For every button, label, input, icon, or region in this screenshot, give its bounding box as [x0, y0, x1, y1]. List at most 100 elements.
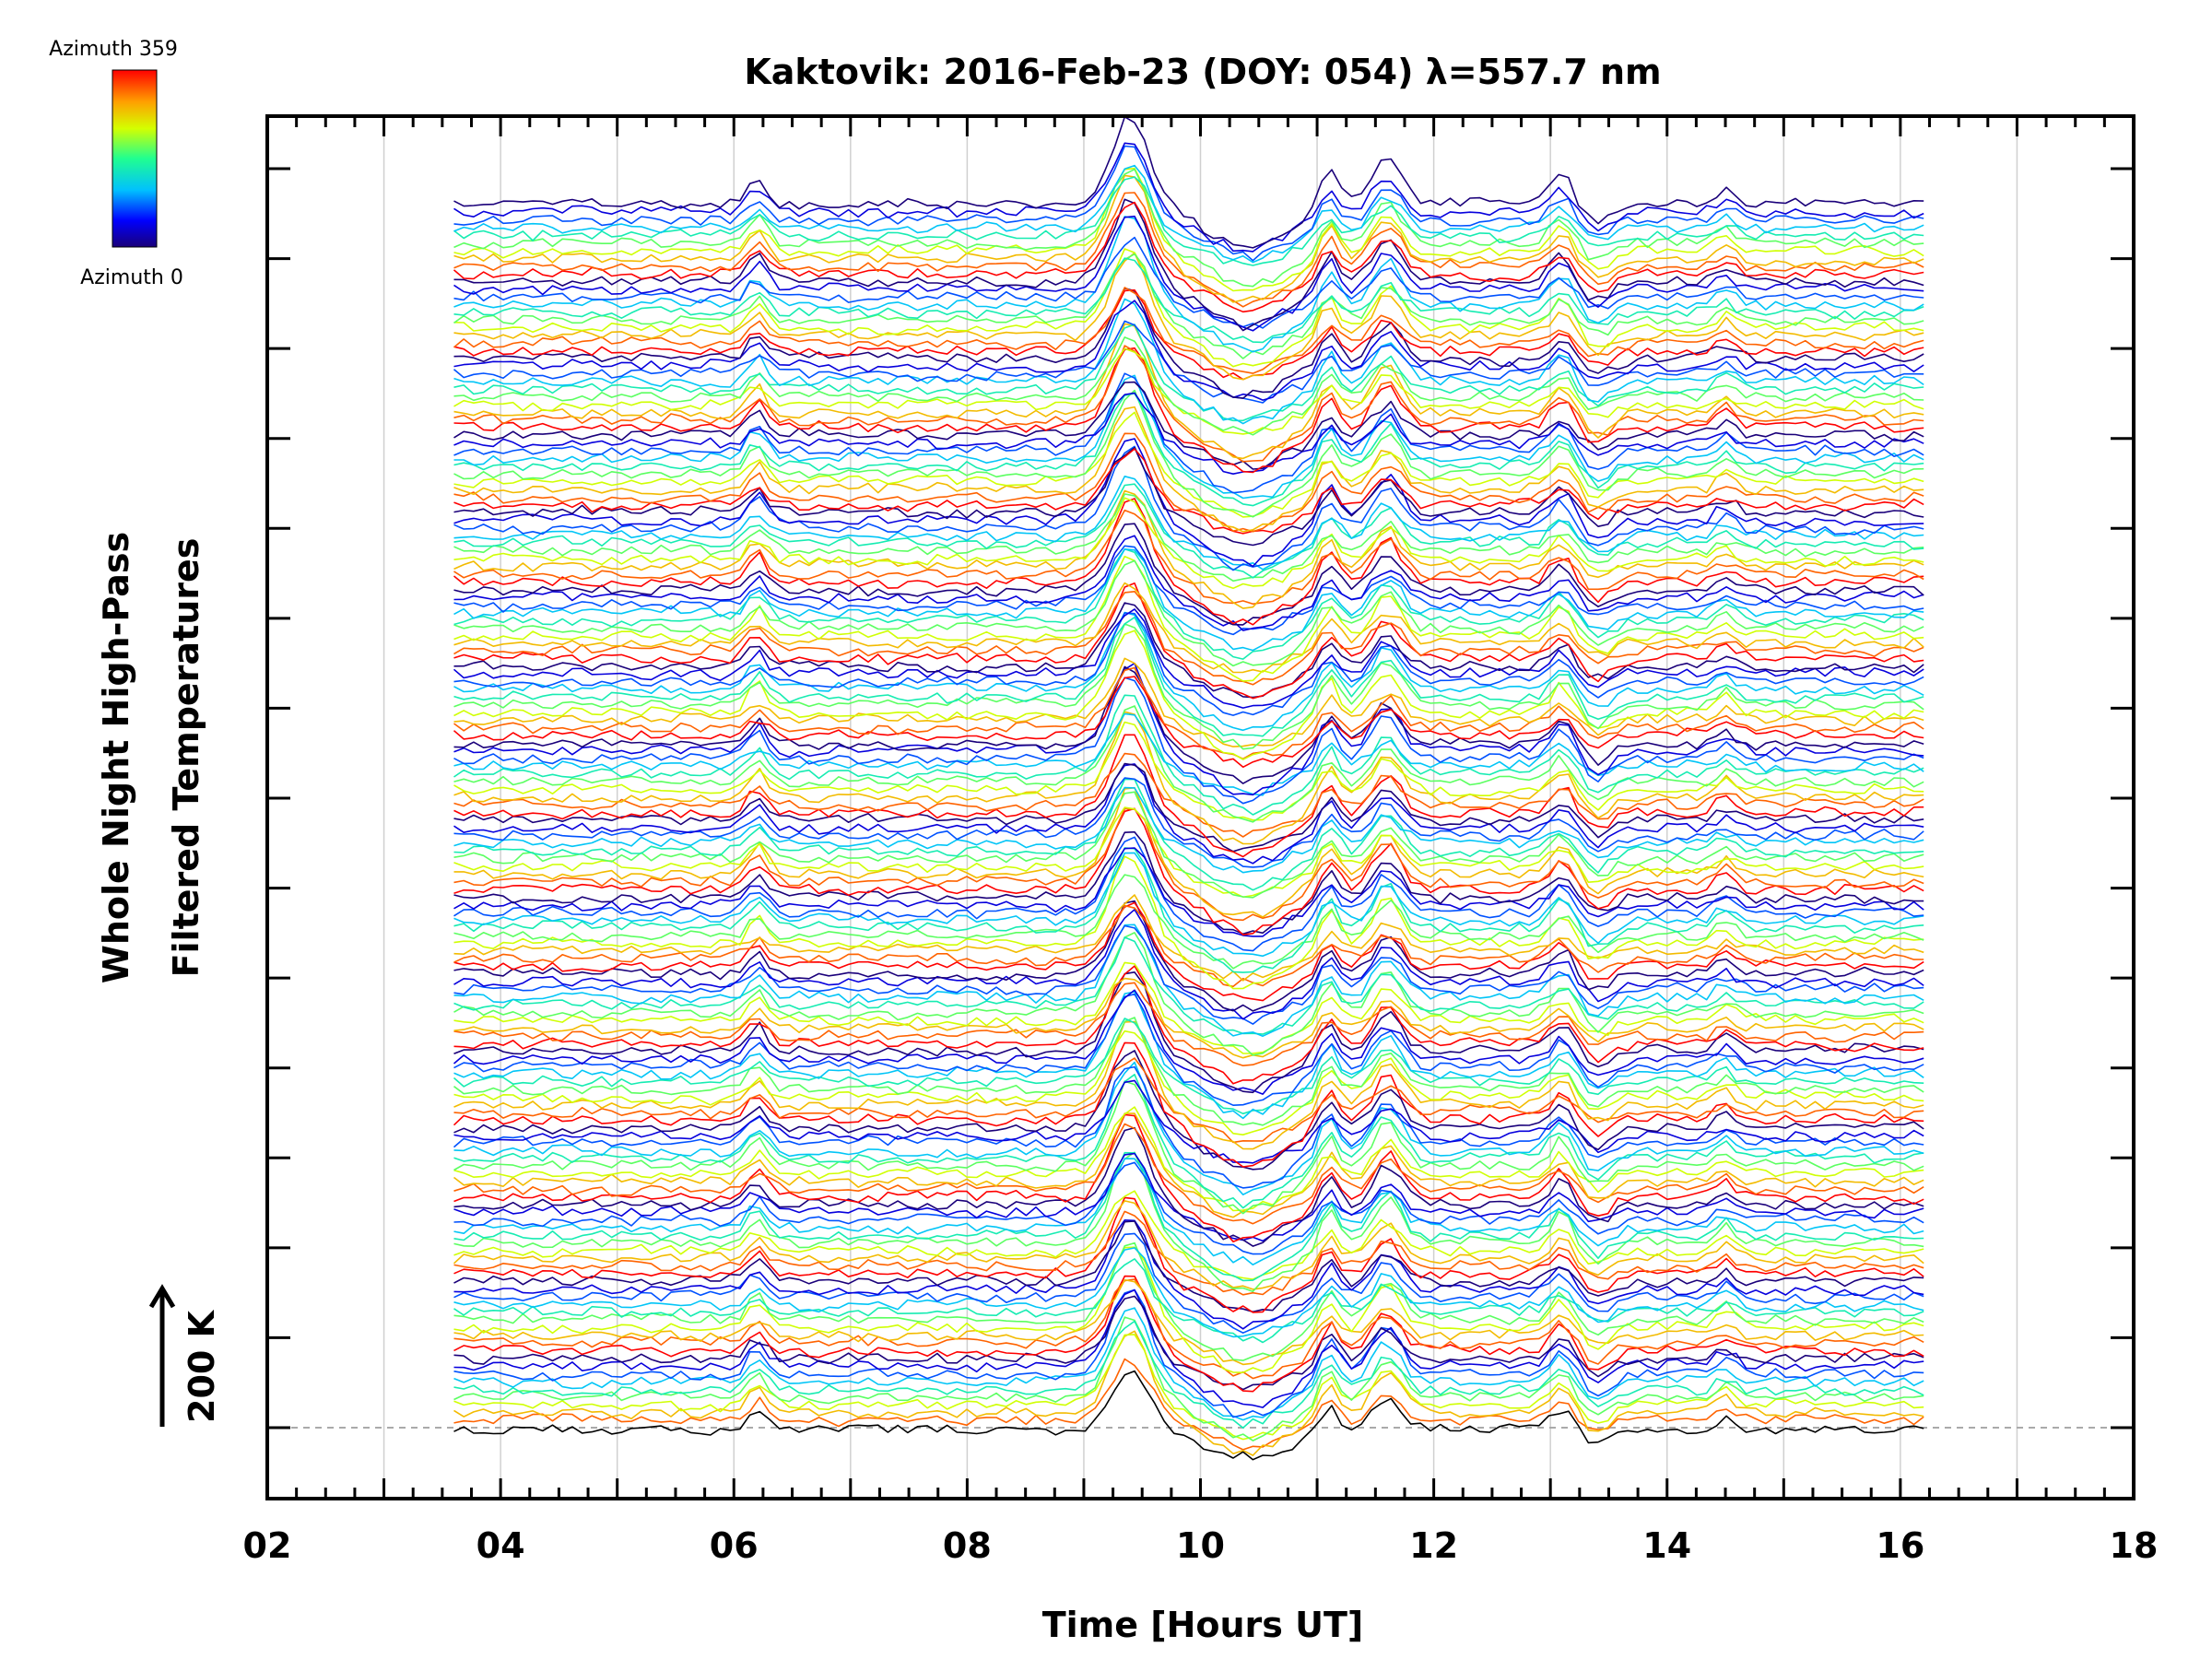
- series-line: [453, 393, 1924, 507]
- series-line: [453, 901, 1924, 1002]
- series-line: [453, 164, 1924, 264]
- series-line: [453, 252, 1924, 381]
- series-line: [453, 657, 1924, 747]
- series-line: [453, 1018, 1924, 1115]
- series-line: [453, 806, 1924, 899]
- x-tick-label: 08: [943, 1525, 992, 1566]
- series-line: [453, 559, 1924, 667]
- series-line: [453, 547, 1924, 652]
- x-tick-labels: 02 04 06 08 10 12 14 16 18: [243, 1525, 2159, 1566]
- series-line: [453, 1334, 1924, 1441]
- series-line: [453, 1190, 1924, 1280]
- series-line: [453, 924, 1924, 1025]
- series-line: [453, 535, 1924, 631]
- series-line: [453, 145, 1924, 262]
- series-line: [453, 1151, 1924, 1292]
- series-line: [453, 257, 1924, 344]
- series-line: [453, 677, 1924, 805]
- series-line: [453, 320, 1924, 404]
- series-line: [453, 167, 1924, 292]
- series-line: [453, 836, 1924, 952]
- series-line: [453, 142, 1924, 253]
- x-tick-label: 16: [1876, 1525, 1924, 1566]
- series-line: [453, 752, 1924, 838]
- scale-bar: 200 K: [148, 1284, 222, 1427]
- series-line: [453, 323, 1924, 460]
- x-tick-label: 14: [1642, 1525, 1691, 1566]
- series-line: [453, 676, 1924, 769]
- series-line: [453, 298, 1924, 425]
- series-line: [453, 611, 1924, 732]
- series-line: [453, 483, 1924, 579]
- series-line: [453, 1161, 1924, 1255]
- series-line: [453, 855, 1924, 990]
- series-line: [453, 176, 1924, 266]
- series-line: [453, 432, 1924, 533]
- series-line: [453, 1232, 1924, 1334]
- series-line: [453, 582, 1924, 700]
- series-line: [453, 977, 1924, 1059]
- series-line: [453, 904, 1924, 988]
- series-line: [453, 168, 1924, 288]
- series-line: [453, 847, 1924, 973]
- series-line: [453, 192, 1924, 308]
- series-line: [453, 847, 1924, 937]
- series-line: [453, 1152, 1924, 1242]
- x-axis-label: Time [Hours UT]: [1042, 1605, 1364, 1645]
- series-line: [453, 411, 1924, 518]
- series-line: [453, 623, 1924, 750]
- series-line: [453, 1320, 1924, 1429]
- series-line: [453, 1017, 1924, 1126]
- series-line: [453, 924, 1924, 1037]
- scale-bar-label: 200 K: [182, 1309, 222, 1423]
- series-line: [453, 1247, 1924, 1338]
- series-line: [453, 1316, 1924, 1441]
- series-line: [453, 705, 1924, 823]
- chart-title: Kaktovik: 2016-Feb-23 (DOY: 054) λ=557.7…: [744, 52, 1661, 92]
- series-line: [453, 982, 1924, 1066]
- series-line: [453, 1126, 1924, 1247]
- series-line: [453, 991, 1924, 1120]
- series-line: [453, 1030, 1924, 1135]
- series-line: [453, 198, 1924, 332]
- series-line: [453, 236, 1924, 329]
- series-line: [453, 475, 1924, 571]
- series-line: [453, 1079, 1924, 1164]
- series-line: [453, 778, 1924, 891]
- colorbar-gradient: [112, 69, 158, 248]
- series-line: [453, 971, 1924, 1094]
- series-line: [453, 1112, 1924, 1218]
- series-line: [453, 1113, 1924, 1242]
- x-tick-label: 04: [477, 1525, 525, 1566]
- series-line: [453, 248, 1924, 368]
- series-line: [453, 1057, 1924, 1144]
- series-line: [453, 489, 1924, 609]
- series-line: [453, 894, 1924, 982]
- series-line: [453, 1041, 1924, 1168]
- x-tick-label: 06: [710, 1525, 759, 1566]
- series-line: [453, 1065, 1924, 1189]
- series-line: [453, 665, 1924, 784]
- series-line: [453, 608, 1924, 709]
- series-line: [453, 662, 1924, 796]
- series-line: [453, 694, 1924, 816]
- x-tick-label: 12: [1409, 1525, 1458, 1566]
- series-line: [453, 807, 1924, 936]
- series-line: [453, 629, 1924, 760]
- series-line: [453, 1158, 1924, 1265]
- y-axis-label-line1: Whole Night High-Pass: [96, 532, 136, 983]
- series-line: [453, 961, 1924, 1054]
- series-line: [453, 590, 1924, 686]
- x-tick-label: 10: [1176, 1525, 1225, 1566]
- series-line: [453, 1074, 1924, 1209]
- series-line: [453, 287, 1924, 399]
- series-line: [453, 324, 1924, 422]
- series-line: [453, 807, 1924, 922]
- scale-bar-arrowhead: [148, 1284, 176, 1309]
- series-line: [453, 253, 1924, 359]
- y-axis-label-line2: Filtered Temperatures: [166, 538, 206, 978]
- series-line: [453, 1275, 1924, 1393]
- series-line: [453, 616, 1924, 737]
- series-line: [453, 547, 1924, 660]
